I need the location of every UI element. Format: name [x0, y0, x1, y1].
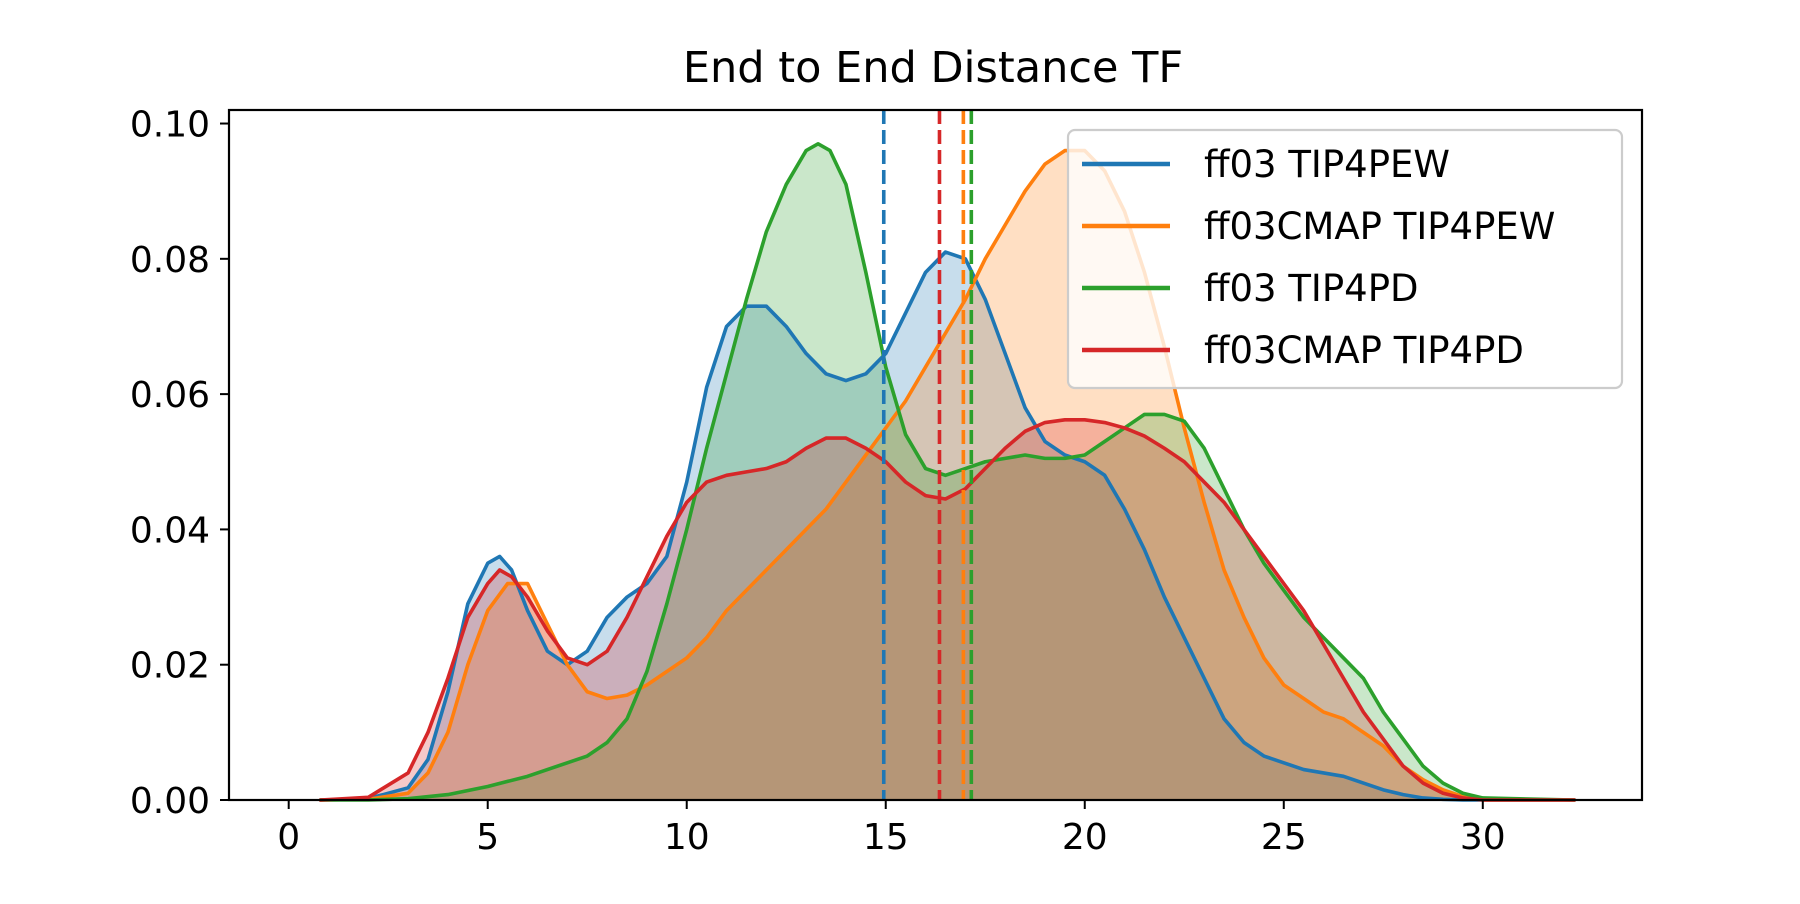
- y-tick-label: 0.08: [130, 240, 210, 281]
- x-tick-label: 5: [476, 817, 499, 858]
- chart-title: End to End Distance TF: [683, 43, 1183, 93]
- line-ff03-tip4pd: [318, 142, 1577, 802]
- line-ff03cmap-tip4pd: [318, 418, 1577, 802]
- legend-label-ff03cmap-tip4pd: ff03CMAP TIP4PD: [1204, 329, 1524, 372]
- y-tick-label: 0.04: [130, 510, 210, 551]
- line-ff03-tip4pew: [318, 250, 1577, 802]
- legend-box: [1066, 128, 1624, 390]
- legend-label-ff03-tip4pew: ff03 TIP4PEW: [1204, 143, 1450, 186]
- y-axis: 0.00 0.02 0.04 0.06 0.08 0.10: [130, 105, 229, 822]
- mean-lines: [881, 110, 974, 800]
- plot-frame: [227, 108, 1644, 802]
- x-tick-label: 30: [1460, 817, 1506, 858]
- x-tick-label: 10: [664, 817, 710, 858]
- x-axis: 0 5 10 15 20 25 30: [277, 800, 1506, 858]
- y-tick-label: 0.02: [130, 646, 210, 687]
- legend: ff03 TIP4PEW ff03CMAP TIP4PEW ff03 TIP4PD f…: [1066, 128, 1624, 390]
- y-tick-label: 0.06: [130, 375, 210, 416]
- x-tick-label: 0: [277, 817, 300, 858]
- legend-label-ff03cmap-tip4pew: ff03CMAP TIP4PEW: [1204, 205, 1555, 248]
- y-tick-label: 0.00: [130, 781, 210, 822]
- density-lines: [318, 142, 1577, 802]
- legend-label-ff03-tip4pd: ff03 TIP4PD: [1204, 267, 1419, 310]
- y-tick-label: 0.10: [130, 105, 210, 146]
- x-tick-label: 15: [863, 817, 909, 858]
- x-tick-label: 25: [1261, 817, 1307, 858]
- x-tick-label: 20: [1062, 817, 1108, 858]
- area-ff03-tip4pd: [320, 143, 1575, 800]
- area-ff03-tip4pew: [320, 252, 1575, 800]
